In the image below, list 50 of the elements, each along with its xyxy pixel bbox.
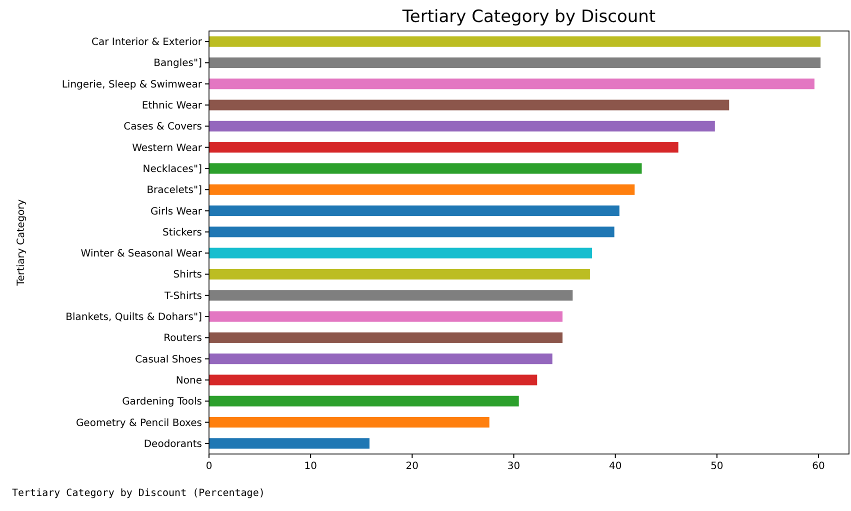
bar xyxy=(209,374,538,386)
x-tick-label: 50 xyxy=(710,461,724,472)
y-tick-label: None xyxy=(176,375,202,386)
y-tick-label: Car Interior & Exterior xyxy=(92,37,203,48)
y-tick-label: Necklaces"] xyxy=(142,164,202,175)
bar xyxy=(209,205,620,216)
y-tick-label: Routers xyxy=(164,333,202,344)
bar xyxy=(209,248,592,258)
x-tick-label: 60 xyxy=(812,461,825,472)
y-tick-label: Blankets, Quilts & Dohars"] xyxy=(66,312,202,324)
y-tick-label: Cases & Covers xyxy=(124,122,202,133)
bar xyxy=(209,416,490,428)
bar xyxy=(209,163,642,174)
bar xyxy=(209,354,552,364)
y-tick-label: Girls Wear xyxy=(150,206,203,218)
bar xyxy=(209,36,821,47)
y-tick-label: Casual Shoes xyxy=(135,354,202,366)
y-tick-label: Deodorants xyxy=(144,438,202,450)
bar xyxy=(209,100,730,110)
y-tick-label: Ethnic Wear xyxy=(142,100,203,112)
x-tick-label: 20 xyxy=(406,461,419,472)
bar xyxy=(209,268,590,280)
y-axis-title: Tertiary Category xyxy=(16,199,27,287)
x-tick-label: 40 xyxy=(608,461,622,472)
bar xyxy=(209,290,573,301)
y-tick-label: Geometry & Pencil Boxes xyxy=(76,418,202,429)
text: Tertiary Category by Discount (Percentage) xyxy=(12,488,265,499)
bar xyxy=(209,311,563,322)
bar xyxy=(209,396,519,406)
chart-title: Tertiary Category by Discount xyxy=(401,7,656,27)
y-tick-label: Winter & Seasonal Wear xyxy=(80,248,203,260)
y-tick-label: Stickers xyxy=(162,227,202,238)
bar xyxy=(209,332,563,343)
bar xyxy=(209,57,821,68)
y-tick-label: T-Shirts xyxy=(163,290,202,302)
bar xyxy=(209,78,814,90)
bar xyxy=(209,438,370,449)
bar xyxy=(209,120,715,132)
x-tick-label: 10 xyxy=(304,461,317,472)
bar xyxy=(209,142,678,153)
x-tick-label: 30 xyxy=(507,461,520,472)
y-tick-label: Bracelets"] xyxy=(146,185,202,196)
y-tick-label: Bangles"] xyxy=(154,58,202,70)
x-tick-label: 0 xyxy=(206,461,212,472)
bar xyxy=(209,184,635,195)
y-tick-label: Gardening Tools xyxy=(122,396,202,408)
bar xyxy=(209,226,614,238)
y-tick-label: Shirts xyxy=(173,270,202,281)
y-tick-label: Western Wear xyxy=(132,142,203,154)
y-tick-label: Lingerie, Sleep & Swimwear xyxy=(62,79,203,90)
